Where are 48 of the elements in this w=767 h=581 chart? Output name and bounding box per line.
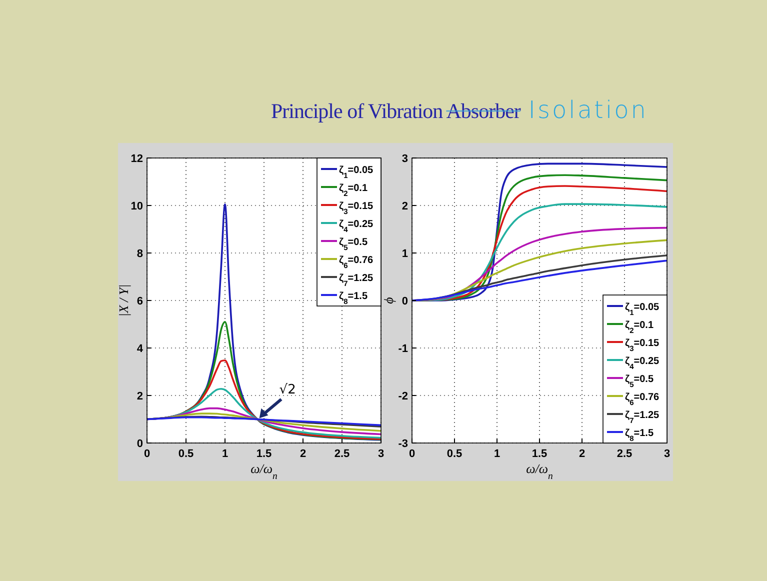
x-tick-label: 0.5 [446,448,462,460]
y-tick-label: 4 [136,343,144,355]
x-tick-label: 2 [578,448,586,460]
y-tick-label: -2 [398,390,408,402]
x-tick-label: 3 [664,448,670,460]
x-tick-label: 1.5 [532,448,548,460]
legend-label: ζ$_{3}$=0.15 [625,338,660,352]
y-tick-label: 0 [136,438,143,450]
legend-label: ζ$_{2}$=0.1 [339,183,368,198]
legend-label: ζ$_{4}$=0.25 [625,356,660,370]
legend-label: ζ$_{2}$=0.1 [625,320,654,334]
legend-label: ζ$_{6}$=0.76 [339,255,374,270]
legend-label: ζ$_{5}$=0.5 [339,237,368,252]
legend-label: ζ$_{5}$=0.5 [625,374,654,388]
x-tick-label: 0.5 [178,448,194,460]
y-axis-title: ϕ [381,296,396,304]
y-tick-label: 0 [402,296,408,308]
x-axis-title: ω/ω$_{n}$ [250,461,278,482]
legend-label: ζ$_{7}$=1.25 [339,273,374,288]
y-tick-label: 2 [136,390,143,402]
y-tick-label: 10 [130,200,143,212]
legend-label: ζ$_{3}$=0.15 [339,201,374,216]
x-tick-label: 1 [222,448,228,460]
x-tick-label: 2 [300,448,306,460]
y-tick-label: 1 [402,248,408,260]
y-tick-label: 8 [136,248,143,260]
legend-label: ζ$_{6}$=0.76 [625,392,660,406]
y-tick-label: 3 [402,153,408,165]
legend-label: ζ$_{7}$=1.25 [625,410,660,424]
x-tick-label: 1.5 [256,448,272,460]
y-tick-label: -1 [398,343,408,355]
y-tick-label: -3 [398,438,408,450]
x-tick-label: 1 [494,448,500,460]
legend-label: ζ$_{8}$=1.5 [625,428,654,442]
y-tick-label: 6 [136,296,143,308]
x-tick-label: 2.5 [334,448,350,460]
y-tick-label: 2 [402,200,408,212]
y-tick-label: 12 [130,153,143,165]
annotation: √2 [279,382,296,398]
x-tick-label: 3 [378,448,384,460]
legend-label: ζ$_{1}$=0.05 [339,165,374,180]
legend-label: ζ$_{4}$=0.25 [339,219,374,234]
legend-label: ζ$_{1}$=0.05 [625,302,660,316]
y-axis-title: |X / Y| [116,284,131,317]
legend-label: ζ$_{8}$=1.5 [339,291,368,306]
x-tick-label: 2.5 [616,448,632,460]
x-axis-title: ω/ω$_{n}$ [526,461,554,482]
text: Isolation [528,96,648,124]
